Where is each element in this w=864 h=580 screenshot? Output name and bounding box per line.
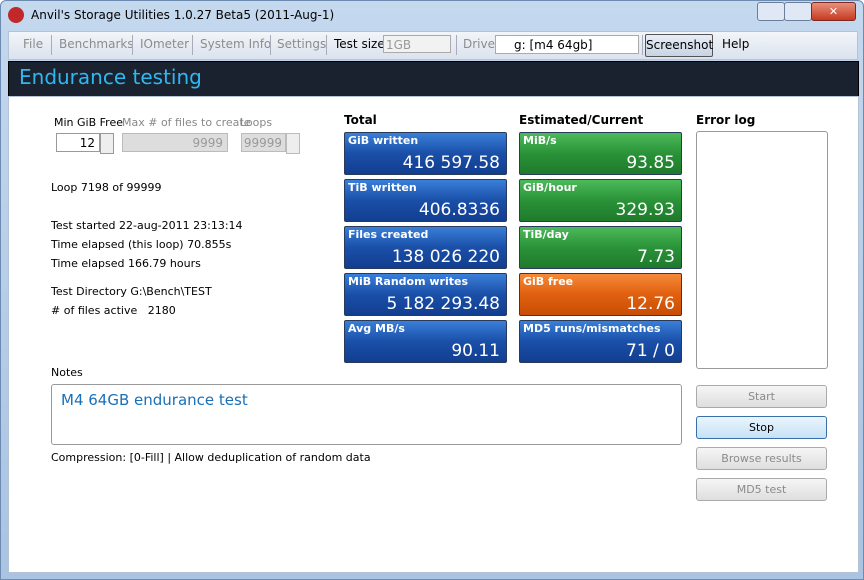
min-free-label: Min GiB Free <box>54 116 123 129</box>
spinner[interactable] <box>100 133 114 154</box>
stat-value: 5 182 293.48 <box>386 294 500 314</box>
compression-text: Compression: [0-Fill] | Allow deduplicat… <box>51 451 371 464</box>
menu-item[interactable]: System Info <box>200 37 272 51</box>
stat-tile: GiB/hour 329.93 <box>519 179 682 222</box>
status-line: Loop 7198 of 99999 <box>51 181 162 194</box>
status-line: Time elapsed (this loop) 70.855s <box>51 238 232 251</box>
stat-value: 138 026 220 <box>391 247 500 267</box>
browse-results-button[interactable]: Browse results <box>696 447 827 470</box>
estimated-heading: Estimated/Current <box>519 113 644 127</box>
header-title: Endurance testing <box>19 65 202 89</box>
stat-label: MiB/s <box>523 134 557 147</box>
stat-label: GiB/hour <box>523 181 577 194</box>
maximize-button[interactable] <box>784 2 812 21</box>
stat-tile: MiB Random writes 5 182 293.48 <box>344 273 507 316</box>
status-line: Test Directory G:\Bench\TEST <box>51 285 212 298</box>
stop-button[interactable]: Stop <box>696 416 827 439</box>
stat-tile: MiB/s 93.85 <box>519 132 682 175</box>
stat-label: MiB Random writes <box>348 275 469 288</box>
menu-item[interactable]: Settings <box>277 37 327 51</box>
status-line: # of files active 2180 <box>51 304 176 317</box>
stat-value: 416 597.58 <box>402 153 500 173</box>
stat-value: 329.93 <box>615 200 675 220</box>
stat-value: 90.11 <box>451 341 500 361</box>
start-button[interactable]: Start <box>696 385 827 408</box>
stat-label: MD5 runs/mismatches <box>523 322 661 335</box>
stat-label: TiB written <box>348 181 417 194</box>
stat-tile: GiB written 416 597.58 <box>344 132 507 175</box>
spinner[interactable] <box>286 133 300 154</box>
stat-label: TiB/day <box>523 228 569 241</box>
stat-label: Files created <box>348 228 429 241</box>
stat-tile: GiB free 12.76 <box>519 273 682 316</box>
stat-label: GiB free <box>523 275 574 288</box>
test-size-select[interactable]: 1GB <box>383 35 451 53</box>
stat-tile: MD5 runs/mismatches 71 / 0 <box>519 320 682 363</box>
app-icon <box>8 7 24 23</box>
notes-text: M4 64GB endurance test <box>61 391 248 409</box>
menu-item[interactable]: Benchmarks <box>59 37 134 51</box>
help-menu[interactable]: Help <box>722 37 750 51</box>
total-heading: Total <box>344 113 377 127</box>
max-files-label: Max # of files to create <box>122 116 251 129</box>
error-log-label: Error log <box>696 113 756 127</box>
error-log-box[interactable] <box>696 131 828 369</box>
stat-label: Avg MB/s <box>348 322 405 335</box>
stat-tile: Files created 138 026 220 <box>344 226 507 269</box>
stat-tile: Avg MB/s 90.11 <box>344 320 507 363</box>
md5-test-button[interactable]: MD5 test <box>696 478 827 501</box>
notes-label: Notes <box>51 366 83 379</box>
window-title: Anvil's Storage Utilities 1.0.27 Beta5 (… <box>31 8 335 22</box>
status-line: Time elapsed 166.79 hours <box>51 257 201 270</box>
stat-value: 406.8336 <box>418 200 500 220</box>
minimize-button[interactable] <box>757 2 785 21</box>
menu-item[interactable]: IOmeter <box>140 37 190 51</box>
status-line: Test started 22-aug-2011 23:13:14 <box>51 219 243 232</box>
loops-label: Loops <box>240 116 273 129</box>
max-files-input[interactable]: 9999 <box>122 133 228 152</box>
drive-label: Drive <box>463 37 495 51</box>
stat-value: 7.73 <box>637 247 675 267</box>
close-button[interactable]: ✕ <box>811 2 856 21</box>
stat-value: 12.76 <box>626 294 675 314</box>
test-size-label: Test size <box>334 37 385 51</box>
stat-value: 71 / 0 <box>626 341 675 361</box>
stat-tile: TiB/day 7.73 <box>519 226 682 269</box>
stat-tile: TiB written 406.8336 <box>344 179 507 222</box>
stat-label: GiB written <box>348 134 419 147</box>
stat-value: 93.85 <box>626 153 675 173</box>
notes-box[interactable] <box>51 384 682 445</box>
loops-input[interactable]: 99999 <box>241 133 286 152</box>
drive-select[interactable]: g: [m4 64gb] <box>495 35 639 54</box>
menu-item[interactable]: File <box>23 37 44 51</box>
header-bar <box>8 61 859 97</box>
min-free-input[interactable]: 12 <box>56 133 100 152</box>
screenshot-button[interactable]: Screenshot <box>645 34 713 57</box>
